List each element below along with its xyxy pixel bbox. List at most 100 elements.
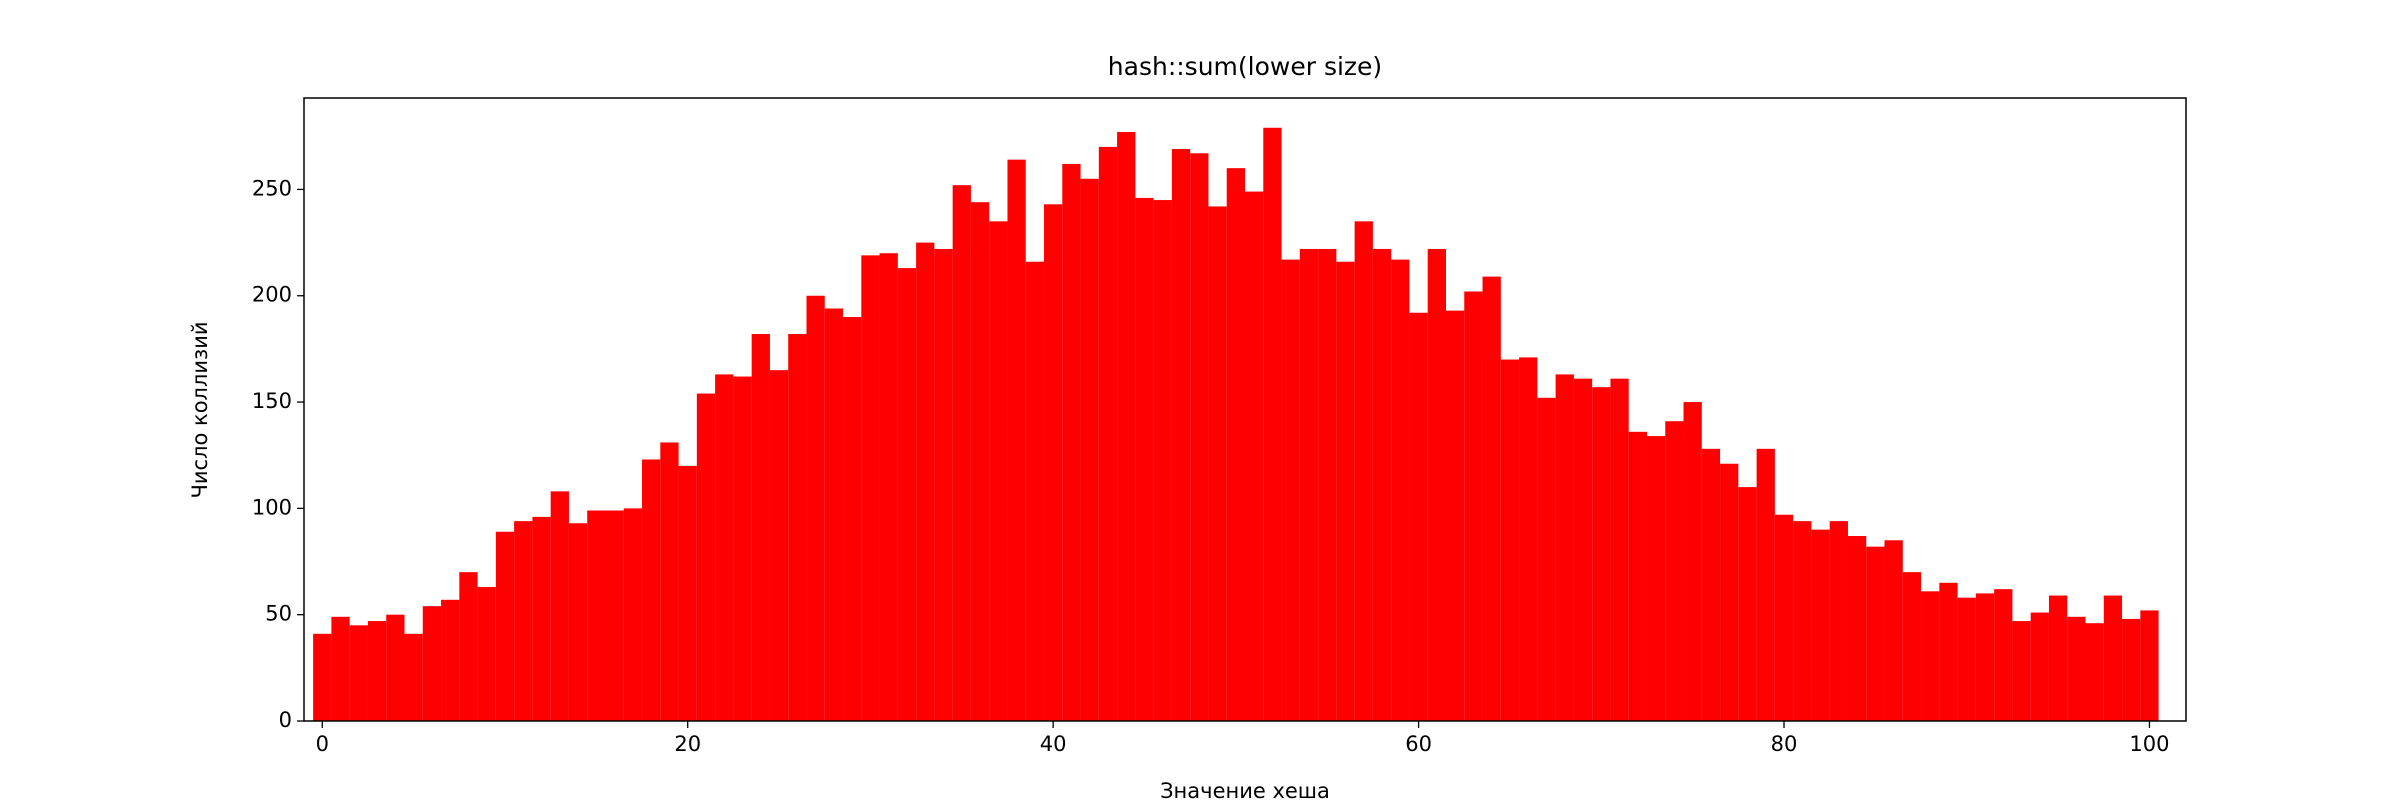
bar bbox=[1464, 291, 1483, 721]
bar bbox=[605, 510, 624, 721]
y-tick-label: 150 bbox=[252, 389, 292, 413]
y-tick-label: 250 bbox=[252, 176, 292, 200]
x-tick-label: 100 bbox=[2129, 732, 2169, 756]
bar bbox=[1829, 521, 1848, 721]
bar bbox=[769, 370, 789, 721]
bar bbox=[1555, 374, 1574, 721]
bar bbox=[642, 459, 661, 721]
bar bbox=[514, 521, 533, 721]
bar bbox=[1098, 146, 1118, 722]
bar bbox=[1299, 248, 1319, 721]
bar bbox=[1646, 436, 1666, 721]
y-tick-label: 200 bbox=[252, 283, 292, 307]
bar bbox=[1336, 261, 1355, 721]
bar bbox=[1117, 132, 1136, 721]
bar bbox=[1281, 259, 1300, 721]
bar bbox=[1427, 248, 1446, 721]
bar bbox=[2085, 623, 2104, 721]
bar bbox=[1939, 582, 1958, 721]
bar bbox=[1062, 163, 1081, 721]
bar bbox=[715, 374, 734, 721]
bar bbox=[1044, 204, 1063, 722]
y-axis-label: Число коллизий bbox=[188, 321, 212, 498]
bar bbox=[441, 599, 460, 721]
bar bbox=[1409, 312, 1428, 721]
bar bbox=[1994, 589, 2013, 721]
bar bbox=[2030, 612, 2049, 721]
bar bbox=[1135, 197, 1154, 721]
bar bbox=[1153, 200, 1172, 722]
bar bbox=[1482, 276, 1501, 721]
x-axis-label: Значение хеша bbox=[1160, 779, 1330, 800]
bar bbox=[2140, 610, 2159, 721]
bar bbox=[1208, 206, 1227, 721]
bar bbox=[897, 268, 917, 721]
bar bbox=[1573, 378, 1593, 721]
bar bbox=[660, 442, 679, 721]
bar bbox=[1738, 487, 1757, 721]
bar bbox=[1263, 127, 1282, 721]
bar bbox=[1519, 357, 1538, 721]
bar bbox=[1665, 421, 1684, 721]
bar bbox=[879, 253, 898, 721]
chart-title: hash::sum(lower size) bbox=[1108, 52, 1382, 81]
bar bbox=[587, 510, 606, 721]
bar bbox=[404, 633, 423, 721]
bar bbox=[1793, 521, 1812, 721]
bar bbox=[1354, 221, 1373, 722]
bar bbox=[623, 508, 643, 721]
bar bbox=[678, 465, 697, 721]
bar bbox=[495, 531, 515, 721]
bar bbox=[1025, 261, 1045, 721]
x-tick-label: 80 bbox=[1771, 732, 1798, 756]
bar bbox=[1683, 402, 1702, 721]
bar bbox=[1610, 378, 1629, 721]
bar bbox=[1391, 259, 1410, 721]
x-tick-label: 0 bbox=[316, 732, 329, 756]
bar bbox=[696, 393, 716, 721]
bar bbox=[1847, 536, 1867, 721]
bar bbox=[2067, 616, 2086, 721]
bar bbox=[952, 185, 971, 721]
plot-frame bbox=[303, 97, 2187, 722]
bar bbox=[2012, 621, 2031, 721]
bar bbox=[1720, 463, 1739, 721]
bar bbox=[2122, 618, 2141, 721]
bar bbox=[1957, 597, 1976, 721]
bar bbox=[916, 242, 935, 721]
bar bbox=[1500, 359, 1520, 721]
x-tick-label: 60 bbox=[1405, 732, 1432, 756]
bar bbox=[1866, 546, 1885, 721]
bar bbox=[367, 621, 387, 721]
bar bbox=[934, 248, 953, 721]
bar bbox=[1975, 593, 1995, 721]
bar bbox=[1537, 397, 1556, 721]
bar bbox=[843, 317, 862, 721]
bar bbox=[788, 334, 807, 721]
x-tick-label: 20 bbox=[674, 732, 701, 756]
bar bbox=[386, 614, 405, 721]
bar bbox=[1701, 448, 1721, 721]
bar bbox=[1226, 168, 1245, 721]
bar bbox=[1171, 149, 1191, 722]
bar bbox=[1007, 159, 1026, 721]
bar bbox=[1372, 248, 1392, 721]
bar bbox=[1884, 540, 1903, 721]
bar bbox=[861, 255, 880, 721]
bar bbox=[568, 523, 588, 721]
bar bbox=[733, 376, 752, 721]
bar bbox=[331, 616, 350, 721]
bar bbox=[532, 516, 551, 721]
bar bbox=[1245, 191, 1264, 721]
bar bbox=[1756, 448, 1775, 721]
bar bbox=[550, 491, 569, 721]
bar bbox=[349, 625, 368, 721]
bar bbox=[477, 587, 496, 721]
bar bbox=[1445, 310, 1465, 721]
bar bbox=[970, 202, 990, 721]
bar bbox=[459, 572, 478, 721]
bar bbox=[1811, 529, 1830, 721]
bar bbox=[2103, 595, 2123, 721]
bar bbox=[2048, 595, 2068, 721]
